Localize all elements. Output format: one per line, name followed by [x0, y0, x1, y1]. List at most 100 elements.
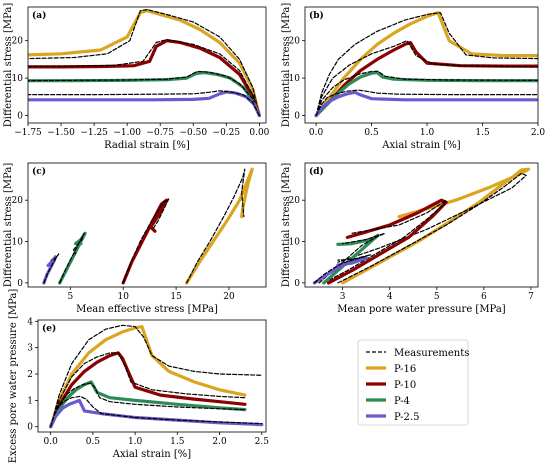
y-axis-label: Excess pore water pressure [MPa]	[8, 289, 19, 464]
plot-frame	[304, 6, 539, 124]
series-line-meas	[28, 90, 260, 117]
series-line-p16	[314, 11, 538, 118]
y-tick-label: 0	[294, 279, 300, 289]
y-tick-label: 0	[17, 112, 23, 122]
x-tick-label: −0.25	[213, 128, 241, 138]
x-tick-label: 1.5	[475, 128, 490, 138]
y-tick-label: 10	[289, 238, 301, 248]
plot-frame	[37, 319, 267, 433]
x-tick-label: 0.5	[364, 128, 379, 138]
series-line-meas	[315, 89, 538, 117]
series-line-meas	[28, 39, 260, 117]
y-tick-label: 4	[27, 317, 33, 327]
y-tick-label: 10	[12, 238, 24, 248]
panel-d: 3 4 5 6 7 0 10 20 Mean pore water pressure [MPa]…	[281, 162, 539, 315]
series-line-meas	[122, 198, 170, 284]
legend-label-p4: P-4	[394, 396, 410, 407]
x-tick-label: −0.75	[146, 128, 174, 138]
plot-frame	[304, 162, 539, 288]
series-line-meas	[50, 395, 263, 428]
legend-label-p16: P-16	[394, 364, 416, 375]
series-line-meas	[50, 324, 263, 428]
y-tick-label: 1	[27, 396, 33, 406]
y-tick-label: 3	[27, 344, 33, 354]
x-tick-label: 2.0	[212, 437, 227, 447]
panel-b: 0.0 0.5 1.0 1.5 2.0 0 10 20 Axial strain [%] Diff…	[281, 3, 545, 151]
series-line-p4	[314, 70, 538, 118]
series-line-meas	[59, 232, 85, 284]
x-tick-label: 7	[528, 292, 534, 302]
panel-a: −1.75 −1.50 −1.25 −1.00 −0.75 −0.50 −0.25 0.00 0…	[3, 3, 270, 151]
series-line-p25	[314, 90, 538, 118]
series-line-p25	[28, 90, 261, 118]
y-axis-label: Differential stress [MPa]	[3, 3, 14, 128]
x-tick-label: 5	[434, 292, 440, 302]
x-tick-label: −1.50	[47, 128, 75, 138]
x-tick-label: −1.25	[80, 128, 108, 138]
series-line-meas	[315, 40, 538, 117]
x-tick-label: 10	[117, 292, 129, 302]
panel-c: 5 10 15 20 0 10 20 Mean effective stress [MPa] D…	[3, 162, 267, 315]
series-line-p16	[185, 167, 254, 285]
y-tick-label: 20	[12, 196, 24, 206]
y-tick-label: 0	[17, 279, 23, 289]
x-tick-label: 3	[340, 292, 346, 302]
series-line-meas	[50, 382, 246, 428]
legend-box	[357, 339, 469, 426]
y-tick-label: 20	[289, 37, 301, 47]
x-tick-label: 2.0	[531, 128, 546, 138]
series-line-meas	[315, 12, 538, 117]
panel-label: (d)	[309, 166, 324, 177]
panel-label: (a)	[32, 10, 46, 21]
series-group	[28, 9, 261, 118]
y-tick-label: 10	[12, 74, 24, 84]
panel-label: (e)	[42, 323, 56, 334]
y-tick-label: 2	[27, 370, 33, 380]
y-axis-label: Differential stress [MPa]	[281, 3, 292, 128]
series-line-meas	[337, 172, 527, 284]
panel-label: (c)	[32, 166, 46, 177]
x-tick-label: 5	[67, 292, 73, 302]
series-line-p16	[49, 325, 247, 429]
panel-e: 0.0 0.5 1.0 1.5 2.0 2.5 0 1 2 3 4 Axial strain [%] E…	[8, 289, 269, 464]
series-line-meas	[313, 254, 372, 284]
series-group	[312, 167, 531, 285]
y-tick-label: 0	[27, 423, 33, 433]
x-tick-label: 4	[387, 292, 393, 302]
series-group	[49, 324, 264, 429]
x-tick-label: 2.5	[255, 437, 270, 447]
y-tick-label: 0	[294, 112, 300, 122]
y-axis-label: Differential stress [MPa]	[3, 163, 14, 288]
panel-label: (b)	[309, 10, 324, 21]
series-line-p16	[28, 9, 261, 118]
y-tick-label: 10	[289, 74, 301, 84]
legend-label-p10: P-10	[394, 380, 416, 391]
x-tick-label: 20	[223, 292, 235, 302]
series-line-meas	[28, 70, 260, 117]
legend-label-meas: Measurements	[394, 348, 469, 359]
x-tick-label: 0.0	[44, 437, 59, 447]
x-tick-label: −0.50	[179, 128, 207, 138]
y-tick-label: 20	[289, 196, 301, 206]
x-axis-label: Mean pore water pressure [MPa]	[337, 304, 506, 315]
x-tick-label: 1.0	[128, 437, 143, 447]
x-tick-label: 6	[481, 292, 487, 302]
legend-label-p25: P-2.5	[394, 412, 419, 423]
series-line-meas	[323, 199, 447, 284]
series-line-meas	[43, 253, 60, 284]
series-line-p10	[28, 39, 261, 118]
plot-frame	[27, 162, 267, 288]
x-axis-label: Radial strain [%]	[104, 140, 190, 151]
series-line-meas	[186, 168, 246, 284]
legend: Measurements P-16 P-10 P-4 P-2.5	[357, 339, 469, 426]
series-line-meas	[50, 352, 246, 428]
x-axis-label: Axial strain [%]	[381, 140, 461, 151]
plot-frame	[27, 6, 267, 124]
x-tick-label: 15	[170, 292, 182, 302]
x-tick-label: 0.00	[249, 128, 269, 138]
y-tick-label: 20	[12, 37, 24, 47]
x-tick-label: −1.75	[14, 128, 42, 138]
y-axis-label: Differential stress [MPa]	[281, 163, 292, 288]
x-axis-label: Mean effective stress [MPa]	[76, 304, 218, 315]
